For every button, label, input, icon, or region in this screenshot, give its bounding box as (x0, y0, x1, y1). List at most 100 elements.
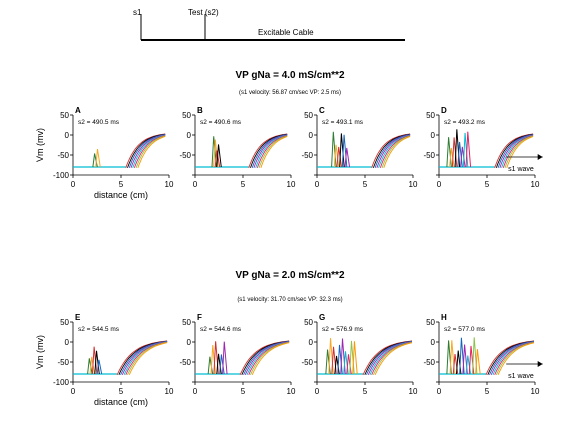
x-tick-label: 10 (409, 387, 418, 396)
x-tick-label: 5 (363, 180, 368, 189)
y-tick-label: -50 (301, 358, 313, 367)
s1-label: s1 (133, 8, 142, 17)
y-tick-label: 50 (304, 318, 313, 327)
recovery-trace (128, 134, 166, 168)
recovery-trace (381, 135, 411, 168)
s2-label: s2 = 544.5 ms (78, 326, 120, 333)
x-tick-label: 0 (71, 387, 76, 396)
recovery-trace (378, 134, 411, 168)
test-s2-label: Test (s2) (188, 8, 219, 17)
s2-label: s2 = 490.5 ms (78, 119, 120, 126)
s2-label: s2 = 576.9 ms (322, 326, 364, 333)
recovery-trace (495, 342, 535, 375)
y-axis-label: Vm (mv) (35, 128, 45, 162)
recovery-trace (371, 133, 411, 168)
panel-label: F (197, 313, 202, 322)
recovery-trace (123, 341, 168, 375)
y-tick-label: 50 (304, 111, 313, 120)
x-tick-label: 0 (193, 180, 198, 189)
recovery-trace (135, 135, 166, 168)
y-tick-label: 0 (431, 338, 436, 347)
row-1-subtitle: (s1 velocity: 56.87 cm/sec VP: 2.5 ms) (239, 90, 341, 96)
recovery-trace (127, 133, 166, 168)
x-tick-label: 10 (165, 180, 174, 189)
recovery-trace (251, 134, 288, 168)
recovery-trace (501, 134, 534, 168)
chart-panel-f: 50 0 -50 0 5 10 Fs2 = 544.6 ms (179, 313, 296, 396)
arrow-label: s1 wave (508, 373, 534, 380)
panel-label: A (75, 106, 81, 115)
x-tick-label: 5 (485, 180, 490, 189)
y-tick-label: 50 (426, 111, 435, 120)
recovery-trace (130, 134, 166, 168)
arrow-head (537, 361, 543, 367)
x-tick-label: 10 (287, 387, 296, 396)
row-1-title: VP gNa = 4.0 mS/cm**2 (235, 70, 344, 81)
y-tick-label: -100 (53, 378, 70, 387)
y-tick-label: 50 (182, 111, 191, 120)
recovery-trace (383, 136, 411, 168)
panel-label: G (319, 313, 325, 322)
x-tick-label: 10 (531, 180, 540, 189)
y-tick-label: 50 (182, 318, 191, 327)
recovery-trace (379, 135, 411, 168)
s2-label: s2 = 493.1 ms (322, 119, 364, 126)
x-tick-label: 10 (531, 387, 540, 396)
x-tick-label: 0 (315, 387, 320, 396)
spike-trace (89, 356, 95, 375)
x-tick-label: 10 (165, 387, 174, 396)
recovery-trace (127, 341, 168, 375)
y-tick-label: 50 (426, 318, 435, 327)
panel-label: H (441, 313, 447, 322)
recovery-trace (502, 135, 534, 168)
spike-trace (95, 148, 101, 168)
recovery-trace (367, 341, 413, 375)
x-tick-label: 0 (193, 387, 198, 396)
x-tick-label: 0 (437, 180, 442, 189)
chart-panel-d: 50 0 -50 0 5 10 Ds2 = 493.2 ms s1 wave (423, 106, 543, 189)
y-tick-label: 0 (309, 338, 314, 347)
y-tick-label: -100 (53, 171, 70, 180)
recovery-trace (499, 134, 534, 168)
x-tick-label: 10 (287, 180, 296, 189)
recovery-trace (255, 134, 288, 168)
spike-trace (462, 344, 468, 375)
recovery-trace (125, 341, 168, 375)
y-tick-label: 0 (65, 338, 70, 347)
y-tick-label: 50 (60, 318, 69, 327)
s2-label: s2 = 490.6 ms (200, 119, 242, 126)
y-tick-label: -50 (57, 151, 69, 160)
chart-panel-g: 50 0 -50 0 5 10 Gs2 = 576.9 ms (301, 313, 418, 396)
recovery-trace (132, 134, 166, 168)
y-tick-label: 0 (309, 131, 314, 140)
arrow-label: s1 wave (508, 166, 534, 173)
y-tick-label: -50 (301, 151, 313, 160)
y-tick-label: -50 (423, 151, 435, 160)
x-tick-label: 5 (119, 180, 124, 189)
s2-label: s2 = 493.2 ms (444, 119, 486, 126)
spike-trace (214, 150, 221, 168)
spike-trace (216, 144, 222, 168)
spike-trace (336, 146, 342, 168)
arrow-head (537, 154, 543, 160)
recovery-trace (260, 136, 288, 168)
recovery-trace (372, 341, 413, 375)
x-tick-label: 5 (241, 387, 246, 396)
recovery-trace (250, 341, 290, 375)
s2-label: s2 = 577.0 ms (444, 326, 486, 333)
x-axis-label: distance (cm) (94, 397, 148, 407)
spike-trace (449, 340, 456, 375)
y-tick-label: -50 (423, 358, 435, 367)
row-2-title: VP gNa = 2.0 mS/cm**2 (235, 270, 344, 281)
x-tick-label: 5 (119, 387, 124, 396)
y-tick-label: 0 (187, 131, 192, 140)
recovery-trace (258, 135, 288, 168)
panel-label: B (197, 106, 203, 115)
cable-label: Excitable Cable (258, 28, 314, 37)
y-tick-label: -50 (179, 151, 191, 160)
x-axis-label: distance (cm) (94, 190, 148, 200)
x-tick-label: 10 (409, 180, 418, 189)
